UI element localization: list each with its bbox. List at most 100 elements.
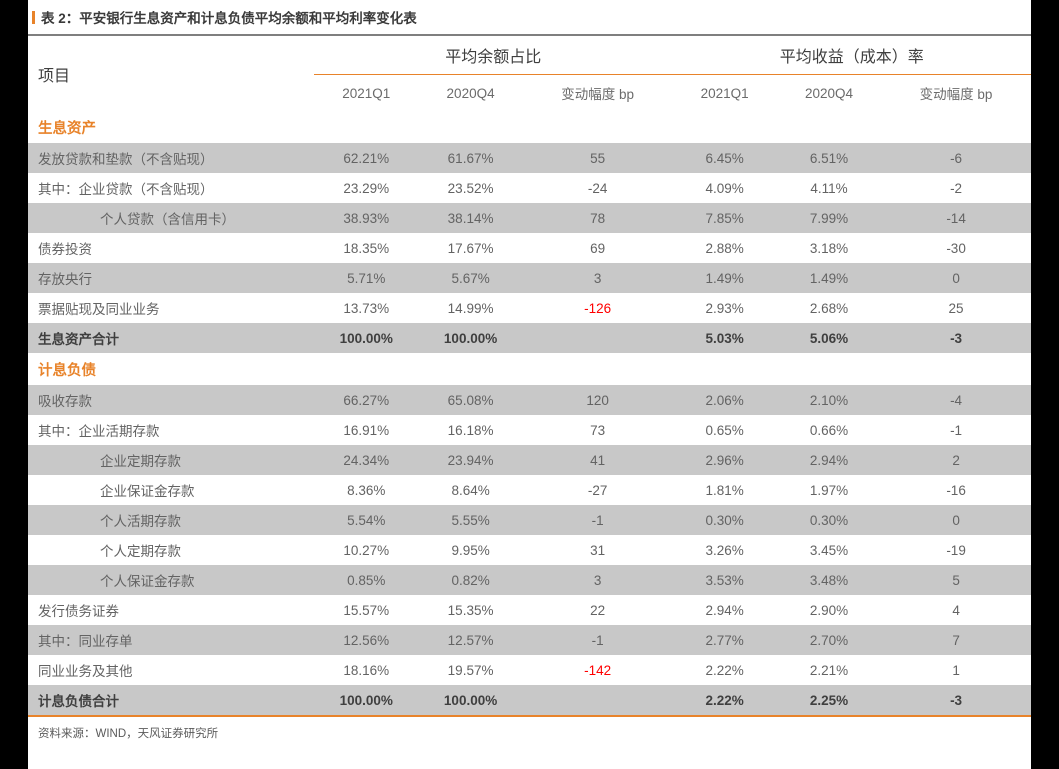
cell-rate-2021q1: 2.22%: [672, 685, 777, 715]
cell-rate-2021q1: 1.49%: [672, 263, 777, 293]
cell-rate-2020q4: 7.99%: [776, 203, 882, 233]
cell-rate-2020q4: 5.06%: [776, 323, 882, 353]
section-header-row: 计息负债: [28, 353, 1031, 385]
cell-bal-change: 3: [522, 565, 673, 595]
cell-bal-2021q1: 8.36%: [314, 475, 419, 505]
cell-bal-change: 22: [522, 595, 673, 625]
cell-bal-change: -1: [522, 625, 673, 655]
cell-rate-2020q4: 2.10%: [776, 385, 882, 415]
col-header-bal-2020q4: 2020Q4: [446, 85, 495, 101]
cell-bal-2020q4: 12.57%: [418, 625, 523, 655]
row-total-label: 计息负债合计: [28, 685, 315, 715]
col-header-rate-change: 变动幅度 bp: [919, 87, 993, 102]
table-row: 个人保证金存款 0.85% 0.82% 3 3.53% 3.48% 5: [28, 565, 1031, 595]
cell-bal-2021q1: 0.85%: [314, 565, 419, 595]
cell-bal-2021q1: 13.73%: [314, 293, 419, 323]
cell-bal-2020q4: 23.94%: [418, 445, 523, 475]
cell-rate-change: -30: [881, 233, 1031, 263]
row-item-label: 个人保证金存款: [28, 565, 315, 595]
cell-rate-2020q4: 2.68%: [776, 293, 882, 323]
cell-rate-2020q4: 2.90%: [776, 595, 882, 625]
cell-bal-2020q4: 14.99%: [418, 293, 523, 323]
col-header-item: 项目: [38, 67, 71, 85]
section-header-label: 计息负债: [28, 353, 1031, 385]
cell-rate-change: -6: [881, 143, 1031, 173]
table-row: 生息资产合计 100.00% 100.00% 5.03% 5.06% -3: [28, 323, 1031, 353]
table-body: 生息资产 发放贷款和垫款（不含贴现） 62.21% 61.67% 55 6.45% 6.51…: [28, 111, 1031, 715]
cell-rate-2020q4: 2.70%: [776, 625, 882, 655]
cell-rate-change: 25: [881, 293, 1031, 323]
table-title-bar: 表 2：平安银行生息资产和计息负债平均余额和平均利率变化表: [28, 0, 1031, 34]
table-row: 企业保证金存款 8.36% 8.64% -27 1.81% 1.97% -16: [28, 475, 1031, 505]
cell-bal-2020q4: 5.67%: [418, 263, 523, 293]
row-item-label: 发放贷款和垫款（不含贴现）: [28, 143, 315, 173]
cell-bal-2021q1: 18.16%: [314, 655, 419, 685]
cell-rate-2020q4: 4.11%: [776, 173, 882, 203]
cell-rate-2021q1: 7.85%: [672, 203, 777, 233]
cell-rate-2021q1: 0.30%: [672, 505, 777, 535]
cell-rate-2021q1: 2.94%: [672, 595, 777, 625]
cell-bal-2021q1: 5.71%: [314, 263, 419, 293]
cell-rate-2021q1: 2.88%: [672, 233, 777, 263]
cell-rate-2021q1: 2.96%: [672, 445, 777, 475]
cell-rate-2021q1: 2.06%: [672, 385, 777, 415]
col-header-rate-2020q4: 2020Q4: [804, 85, 853, 101]
table-row: 存放央行 5.71% 5.67% 3 1.49% 1.49% 0: [28, 263, 1031, 293]
cell-bal-change: 73: [522, 415, 673, 445]
col-group-avg-balance: 平均余额占比: [314, 36, 673, 75]
cell-bal-2021q1: 100.00%: [314, 685, 419, 715]
cell-rate-2021q1: 1.81%: [672, 475, 777, 505]
table-row: 个人贷款（含信用卡） 38.93% 38.14% 78 7.85% 7.99% -14: [28, 203, 1031, 233]
cell-rate-change: -16: [881, 475, 1031, 505]
row-item-label: 其中：同业存单: [28, 625, 315, 655]
cell-bal-2020q4: 5.55%: [418, 505, 523, 535]
col-header-bal-change: 变动幅度 bp: [561, 87, 635, 102]
cell-rate-change: 0: [881, 505, 1031, 535]
cell-bal-2021q1: 15.57%: [314, 595, 419, 625]
cell-bal-2021q1: 12.56%: [314, 625, 419, 655]
cell-bal-change: -126: [522, 293, 673, 323]
cell-bal-2020q4: 100.00%: [418, 685, 523, 715]
col-header-bal-2021q1: 2021Q1: [342, 85, 391, 101]
cell-bal-2021q1: 23.29%: [314, 173, 419, 203]
section-header-row: 生息资产: [28, 111, 1031, 143]
row-item-label: 其中：企业贷款（不含贴现）: [28, 173, 315, 203]
row-item-label: 个人定期存款: [28, 535, 315, 565]
interest-table: 项目 平均余额占比 平均收益（成本）率 2021Q1 2020Q4 变动幅度 b…: [28, 36, 1031, 715]
cell-bal-2021q1: 66.27%: [314, 385, 419, 415]
table-row: 票据贴现及同业业务 13.73% 14.99% -126 2.93% 2.68% 25: [28, 293, 1031, 323]
cell-bal-2020q4: 100.00%: [418, 323, 523, 353]
table-row: 吸收存款 66.27% 65.08% 120 2.06% 2.10% -4: [28, 385, 1031, 415]
table-bottom-rule: [28, 715, 1031, 717]
cell-bal-2020q4: 65.08%: [418, 385, 523, 415]
cell-bal-change: 69: [522, 233, 673, 263]
cell-rate-2021q1: 3.26%: [672, 535, 777, 565]
cell-rate-2020q4: 1.97%: [776, 475, 882, 505]
cell-bal-2021q1: 100.00%: [314, 323, 419, 353]
table-top-rule: [28, 34, 1031, 36]
cell-bal-2020q4: 19.57%: [418, 655, 523, 685]
table-row: 发行债务证券 15.57% 15.35% 22 2.94% 2.90% 4: [28, 595, 1031, 625]
cell-bal-2020q4: 61.67%: [418, 143, 523, 173]
table-row: 计息负债合计 100.00% 100.00% 2.22% 2.25% -3: [28, 685, 1031, 715]
row-item-label: 企业定期存款: [28, 445, 315, 475]
cell-bal-2020q4: 8.64%: [418, 475, 523, 505]
cell-rate-change: 5: [881, 565, 1031, 595]
cell-bal-change: 31: [522, 535, 673, 565]
cell-bal-change: 55: [522, 143, 673, 173]
cell-rate-2020q4: 0.30%: [776, 505, 882, 535]
cell-bal-change: [522, 323, 673, 353]
col-group-avg-rate: 平均收益（成本）率: [672, 36, 1031, 75]
row-item-label: 企业保证金存款: [28, 475, 315, 505]
cell-bal-change: -27: [522, 475, 673, 505]
cell-bal-change: 3: [522, 263, 673, 293]
cell-rate-2020q4: 2.25%: [776, 685, 882, 715]
cell-bal-2020q4: 16.18%: [418, 415, 523, 445]
cell-bal-change: 120: [522, 385, 673, 415]
cell-rate-change: -4: [881, 385, 1031, 415]
cell-bal-change: -142: [522, 655, 673, 685]
table-sheet: 表 2：平安银行生息资产和计息负债平均余额和平均利率变化表 项目 平均余额占比 …: [28, 0, 1031, 769]
cell-bal-change: -24: [522, 173, 673, 203]
cell-bal-2020q4: 38.14%: [418, 203, 523, 233]
